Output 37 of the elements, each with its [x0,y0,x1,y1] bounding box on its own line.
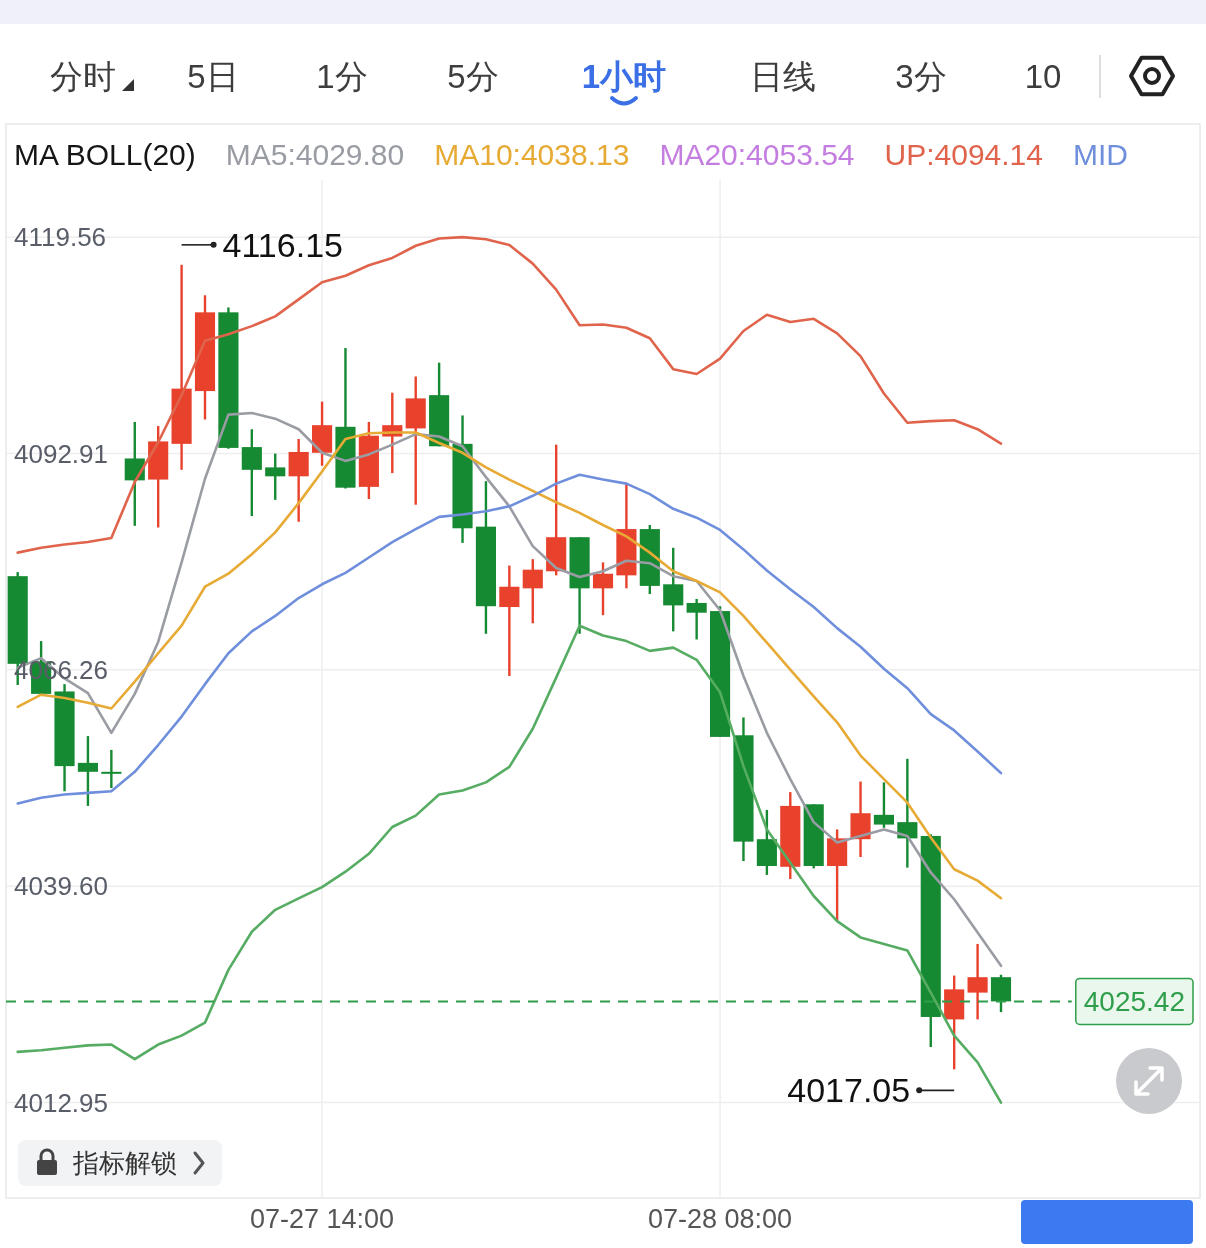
candlestick [101,748,122,790]
text: 日线 [750,57,816,95]
candlestick [265,452,286,502]
text: 1分 [316,57,368,95]
ref-line-label: 4025.42 [1083,985,1185,1017]
y-tick-label: 4039.60 [14,871,108,902]
text: MID [1072,137,1128,171]
line-series [16,473,1003,805]
legend-title: MA BOLL(20) [14,137,196,171]
annotation: 4116.15 [222,225,343,264]
text: 1小时 [581,57,667,95]
candlestick [499,564,520,678]
text: 10 [1024,57,1062,95]
text: 3分 [895,57,947,95]
text: 5日 [187,57,239,95]
x-tick-label: 07-27 14:00 [250,1204,395,1234]
text: 5分 [447,57,499,95]
legend-label: MA20:4053.54 [659,137,855,171]
text: UP:4094.14 [884,137,1043,171]
candlestick [241,428,262,518]
candlestick [77,734,99,808]
text: 分时 [50,57,116,95]
candlestick [663,546,684,633]
y-tick-label: 4092.91 [14,438,108,469]
annotation: 4017.05 [787,1071,911,1110]
candlestick [873,781,895,830]
y-tick-label: 4119.56 [14,222,107,253]
candlestick [522,557,543,625]
x-tick-label: 07-28 08:00 [648,1204,793,1234]
y-tick-label: 4012.95 [14,1087,108,1118]
candlestick [686,597,707,641]
annotation: 指标解锁 [72,1148,177,1178]
text: MA5:4029.80 [225,137,405,171]
text: MA10:4038.13 [434,137,630,171]
line-series [16,411,1003,968]
candlestick [967,942,988,1021]
candlestick [592,561,614,617]
